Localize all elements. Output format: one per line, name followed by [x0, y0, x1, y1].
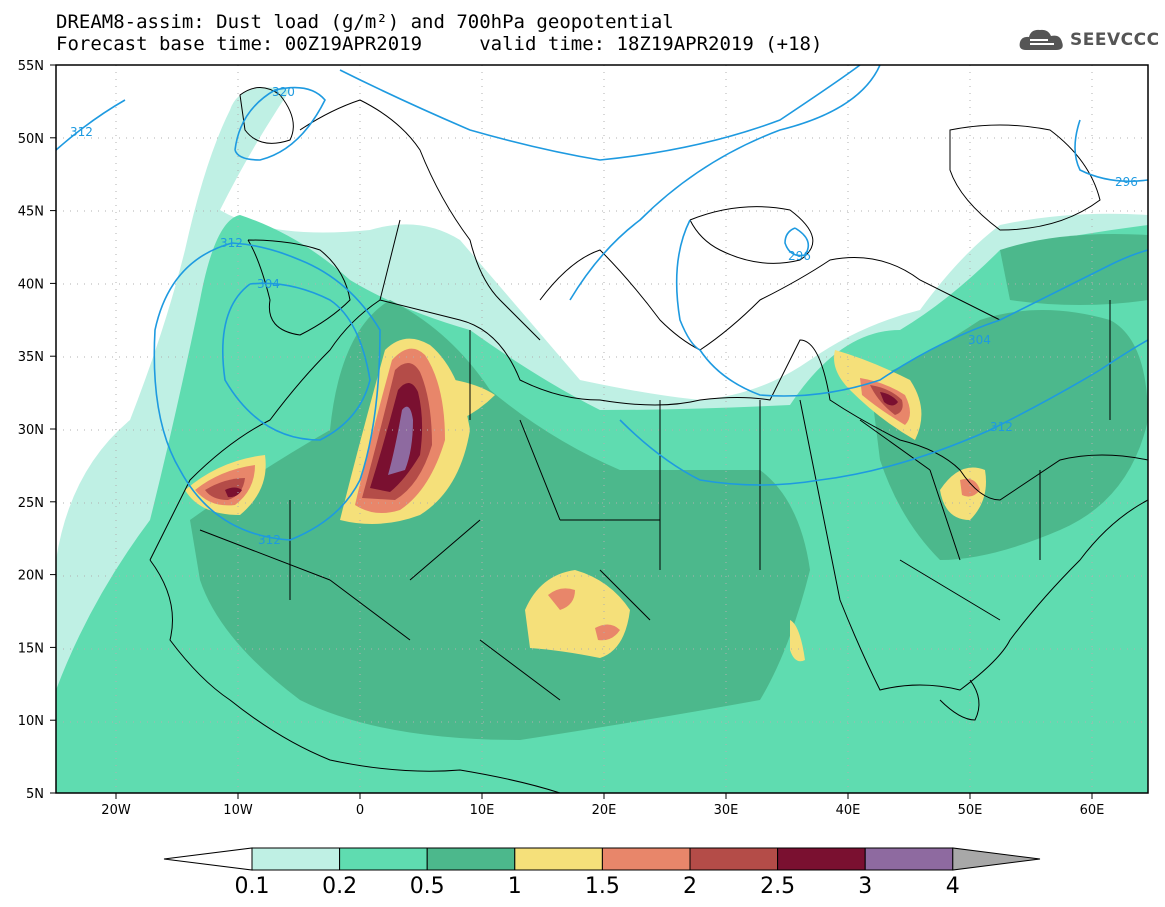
- lon-label: 10W: [223, 803, 253, 818]
- lat-label: 40N: [18, 277, 44, 292]
- lat-label: 30N: [18, 423, 44, 438]
- lat-label: 55N: [18, 59, 44, 74]
- contour-label: 312: [220, 236, 243, 250]
- logo-text: SEEVCCC: [1070, 30, 1160, 50]
- graticule: [56, 65, 1148, 793]
- lat-label: 35N: [18, 350, 44, 365]
- lat-label: 45N: [18, 205, 44, 220]
- legend-swatch: [514, 847, 603, 871]
- dust-field: [56, 87, 1148, 793]
- lon-label: 0: [356, 803, 364, 818]
- legend-swatch: [339, 847, 428, 871]
- legend-arrow-high: [952, 847, 1041, 871]
- seevccc-logo: SEEVCCC: [1018, 26, 1160, 54]
- contour-labels: 320 312 312 304 296 296 304 312 312: [70, 85, 1138, 547]
- lon-label: 30E: [714, 803, 739, 818]
- legend-swatch: [251, 847, 341, 871]
- legend-swatch: [601, 847, 691, 871]
- contour-label: 304: [968, 333, 991, 347]
- contour-label: 320: [272, 85, 295, 99]
- latitude-labels: 55N 50N 45N 40N 35N 30N 25N 20N 15N 10N 5N: [18, 59, 56, 802]
- map-title: DREAM8-assim: Dust load (g/m²) and 700hP…: [56, 11, 674, 33]
- legend-swatch: [689, 847, 779, 871]
- contour-label: 312: [258, 533, 281, 547]
- contour-label: 304: [257, 277, 280, 291]
- longitude-labels: 20W 10W 0 10E 20E 30E 40E 50E 60E: [101, 793, 1104, 818]
- cloud-icon: [1019, 29, 1063, 50]
- lat-label: 25N: [18, 496, 44, 511]
- forecast-time-line: Forecast base time: 00Z19APR2019 valid t…: [56, 33, 823, 55]
- legend-label: 3: [858, 874, 872, 899]
- lon-label: 60E: [1080, 803, 1105, 818]
- legend-label: 4: [946, 874, 960, 899]
- contour-label: 312: [70, 125, 93, 139]
- lat-label: 50N: [18, 132, 44, 147]
- contour-label: 312: [990, 420, 1013, 434]
- legend-label: 0.5: [410, 874, 445, 899]
- legend-label: 0.2: [322, 874, 357, 899]
- contour-label: 296: [1115, 175, 1138, 189]
- lon-label: 20W: [101, 803, 131, 818]
- legend-label: 2.5: [760, 874, 795, 899]
- lat-label: 15N: [18, 641, 44, 656]
- lon-label: 20E: [592, 803, 617, 818]
- legend-swatch: [426, 847, 516, 871]
- legend-label: 1: [508, 874, 522, 899]
- contour-label: 296: [788, 249, 811, 263]
- lat-label: 20N: [18, 569, 44, 584]
- legend-label: 0.1: [235, 874, 270, 899]
- legend-swatch: [864, 847, 954, 871]
- geopotential-contours: [56, 65, 1148, 541]
- legend-label: 2: [683, 874, 697, 899]
- lon-label: 50E: [958, 803, 983, 818]
- lat-label: 10N: [18, 714, 44, 729]
- coastlines: [149, 87, 1148, 793]
- legend-label: 1.5: [585, 874, 620, 899]
- lon-label: 40E: [836, 803, 861, 818]
- lon-label: 10E: [470, 803, 495, 818]
- lat-label: 5N: [26, 787, 44, 802]
- legend-arrow-low: [163, 847, 253, 871]
- legend-swatch: [777, 847, 866, 871]
- colorbar-legend: 0.1 0.2 0.5 1 1.5 2 2.5 3 4: [163, 847, 1041, 899]
